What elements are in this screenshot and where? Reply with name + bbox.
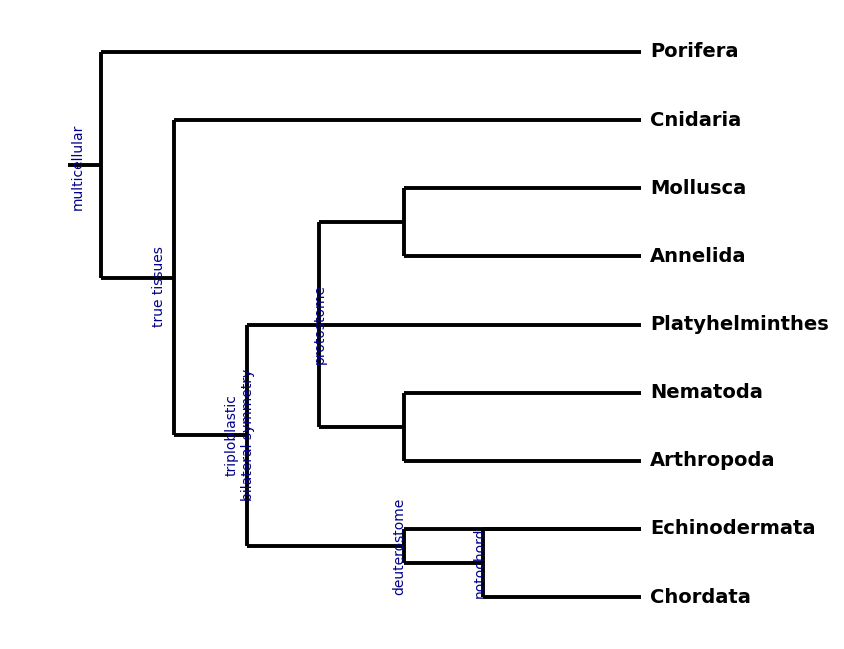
Text: Nematoda: Nematoda <box>649 383 762 402</box>
Text: notochord: notochord <box>473 528 486 598</box>
Text: Annelida: Annelida <box>649 247 745 266</box>
Text: true tissues: true tissues <box>152 246 165 326</box>
Text: Mollusca: Mollusca <box>649 178 745 198</box>
Text: multicellular: multicellular <box>71 124 85 210</box>
Text: Echinodermata: Echinodermata <box>649 519 814 539</box>
Text: protostome: protostome <box>312 284 326 365</box>
Text: deuterostome: deuterostome <box>392 497 406 594</box>
Text: Porifera: Porifera <box>649 42 738 62</box>
Text: Arthropoda: Arthropoda <box>649 451 775 471</box>
Text: Platyhelminthes: Platyhelminthes <box>649 315 828 334</box>
Text: triploblastic
bilateral symmetry: triploblastic bilateral symmetry <box>224 369 254 501</box>
Text: Cnidaria: Cnidaria <box>649 110 740 130</box>
Text: Chordata: Chordata <box>649 587 749 607</box>
